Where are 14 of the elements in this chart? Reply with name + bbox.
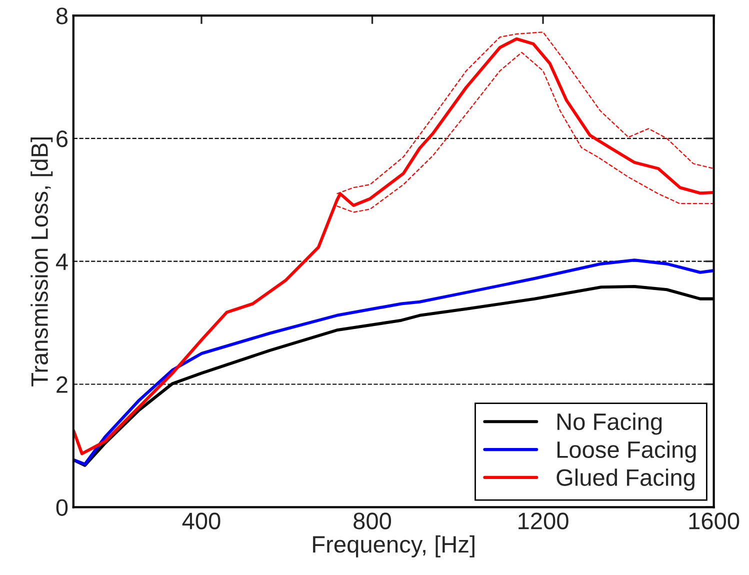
y-tick-label: 4 xyxy=(56,254,68,270)
legend-label: Loose Facing xyxy=(557,440,696,463)
x-axis-title: Frequency, [Hz] xyxy=(313,535,474,558)
y-tick-label: 8 xyxy=(56,8,68,24)
y-tick-label: 2 xyxy=(56,376,68,393)
y-tick-label: 6 xyxy=(56,130,68,148)
x-tick-label: 800 xyxy=(354,512,392,530)
legend-label: No Facing xyxy=(557,412,662,435)
x-tick-label: 1200 xyxy=(518,512,568,530)
x-tick-label: 1600 xyxy=(689,512,740,530)
legend-label: Glued Facing xyxy=(556,468,694,491)
y-axis-title: Transmission Loss, [dB] xyxy=(30,137,53,386)
x-tick-label: 400 xyxy=(182,512,220,530)
y-tick-label: 0 xyxy=(56,499,68,516)
